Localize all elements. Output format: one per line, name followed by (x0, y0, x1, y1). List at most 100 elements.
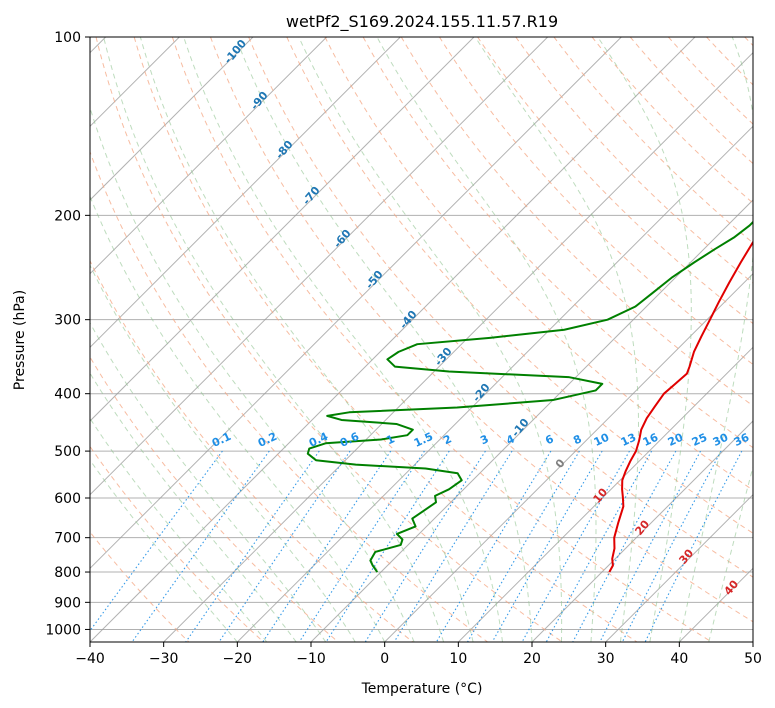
x-tick-label: 40 (670, 651, 688, 667)
mixing-ratio-label: 30 (711, 431, 731, 449)
chart-title: wetPf2_S169.2024.155.11.57.R19 (286, 12, 558, 32)
axes: −40 −30 −20 −10 0 10 20 30 40 5010020030040050060… (45, 30, 762, 667)
mixing-ratio-line (491, 450, 603, 642)
dry-adiabat (744, 37, 753, 47)
isotherm-line (90, 37, 622, 570)
moist-adiabat-label: 30 (676, 546, 696, 566)
y-tick-label: 300 (54, 313, 81, 329)
x-axis-title: Temperature (°C) (361, 681, 483, 697)
moist-adiabat (376, 37, 597, 642)
isopleth-labels: -100-90-80-70-60-50-40-30-20-10010203040… (210, 37, 752, 598)
isotherm-line (90, 37, 254, 201)
dry-adiabat-label: -60 (331, 227, 354, 251)
dry-adiabat (515, 37, 753, 284)
isotherm-line (90, 37, 696, 642)
moist-adiabat (139, 37, 474, 642)
mixing-ratio-line (218, 450, 351, 642)
x-tick-label: 30 (597, 651, 615, 667)
dry-adiabat-label: -30 (432, 345, 455, 369)
dry-adiabat (171, 37, 712, 642)
y-tick-label: 800 (54, 565, 81, 581)
x-tick-label: −10 (296, 651, 326, 667)
moist-adiabat (708, 464, 753, 642)
mixing-ratio-line (644, 450, 743, 642)
dry-adiabat (477, 37, 753, 325)
moist-adiabat (474, 37, 639, 642)
mixing-ratio-label: 1.5 (412, 430, 435, 450)
moist-adiabat (90, 264, 356, 642)
plot-clipped (90, 37, 753, 642)
dry-adiabat-label: -20 (470, 381, 493, 405)
mixing-ratio-label: 0.1 (210, 430, 233, 450)
mixing-ratio-line (572, 450, 677, 642)
y-tick-label: 400 (54, 387, 81, 403)
moist-adiabat (235, 37, 533, 642)
mixing-ratio-line (621, 450, 722, 642)
plot-area: -100-90-80-70-60-50-40-30-20-10010203040… (45, 30, 762, 667)
x-tick-label: 20 (523, 651, 541, 667)
x-tick-label: −40 (75, 651, 105, 667)
dry-adiabat-label: -70 (300, 184, 323, 208)
dry-adiabat (324, 37, 753, 491)
mixing-ratio-line (435, 450, 552, 642)
dry-adiabat (90, 445, 264, 642)
y-tick-label: 100 (54, 30, 81, 46)
moist-adiabat (103, 37, 445, 642)
isotherm-line (531, 420, 753, 642)
x-tick-label: 0 (380, 651, 389, 667)
dry-adiabat (706, 37, 753, 86)
isotherm-line (90, 37, 475, 422)
mixing-ratio-label: 1 (384, 432, 396, 447)
isotherm-line (90, 37, 549, 496)
isotherm-line (90, 37, 401, 349)
isotherm-line (457, 346, 753, 642)
isotherm-line (605, 493, 753, 642)
moist-adiabat (90, 372, 297, 642)
mixing-ratio-line (325, 450, 450, 642)
plot-frame (89, 36, 754, 643)
x-tick-label: −30 (149, 651, 179, 667)
moist-adiabat (90, 106, 415, 642)
dry-adiabat (362, 37, 753, 449)
mixing-ratio-label: 10 (592, 431, 612, 449)
moist-adiabat-label: 10 (590, 485, 610, 505)
y-tick-label: 900 (54, 595, 81, 611)
moist-adiabat (90, 195, 386, 642)
dry-adiabat (95, 37, 563, 642)
temperature-profile (608, 240, 753, 573)
y-tick-label: 1000 (45, 622, 81, 638)
y-tick-label: 700 (54, 531, 81, 547)
isotherm-line (384, 272, 753, 642)
moist-adiabat (90, 459, 238, 642)
mixing-ratio-line (467, 450, 580, 642)
mixing-ratio-label: 6 (543, 432, 556, 447)
x-tick-label: 10 (449, 651, 467, 667)
mixing-ratio-label: 25 (690, 431, 709, 449)
mixing-ratio-label: 2 (441, 432, 453, 447)
dewpoint-profile (306, 220, 753, 573)
moist-adiabat-label: 0 (553, 456, 568, 470)
mixing-ratio-line (185, 450, 320, 642)
dry-adiabat (210, 37, 753, 623)
mixing-ratio-label: 0.6 (338, 430, 361, 450)
mixing-ratio-line (262, 450, 392, 642)
mixing-ratio-label: 0.4 (307, 430, 330, 450)
mixing-ratio-label: 13 (619, 431, 638, 449)
moist-adiabat-label: 20 (632, 517, 652, 537)
dry-adiabat (90, 356, 339, 642)
mixing-ratio-line (545, 450, 653, 642)
moist-adiabat (597, 37, 692, 642)
isotherm-line (310, 199, 753, 642)
x-tick-label: −20 (223, 651, 253, 667)
dry-adiabat (400, 37, 753, 407)
moist-adiabat (298, 37, 563, 642)
y-axis-title: Pressure (hPa) (12, 290, 28, 390)
y-tick-label: 200 (54, 208, 81, 224)
mixing-ratio-line (131, 450, 270, 642)
x-tick-label: 50 (744, 651, 762, 667)
mixing-ratio-line (393, 450, 513, 642)
dry-adiabat (90, 150, 488, 642)
dry-adiabat-label: -50 (363, 268, 386, 292)
isotherm-line (678, 567, 753, 642)
dry-adiabat (90, 259, 414, 642)
